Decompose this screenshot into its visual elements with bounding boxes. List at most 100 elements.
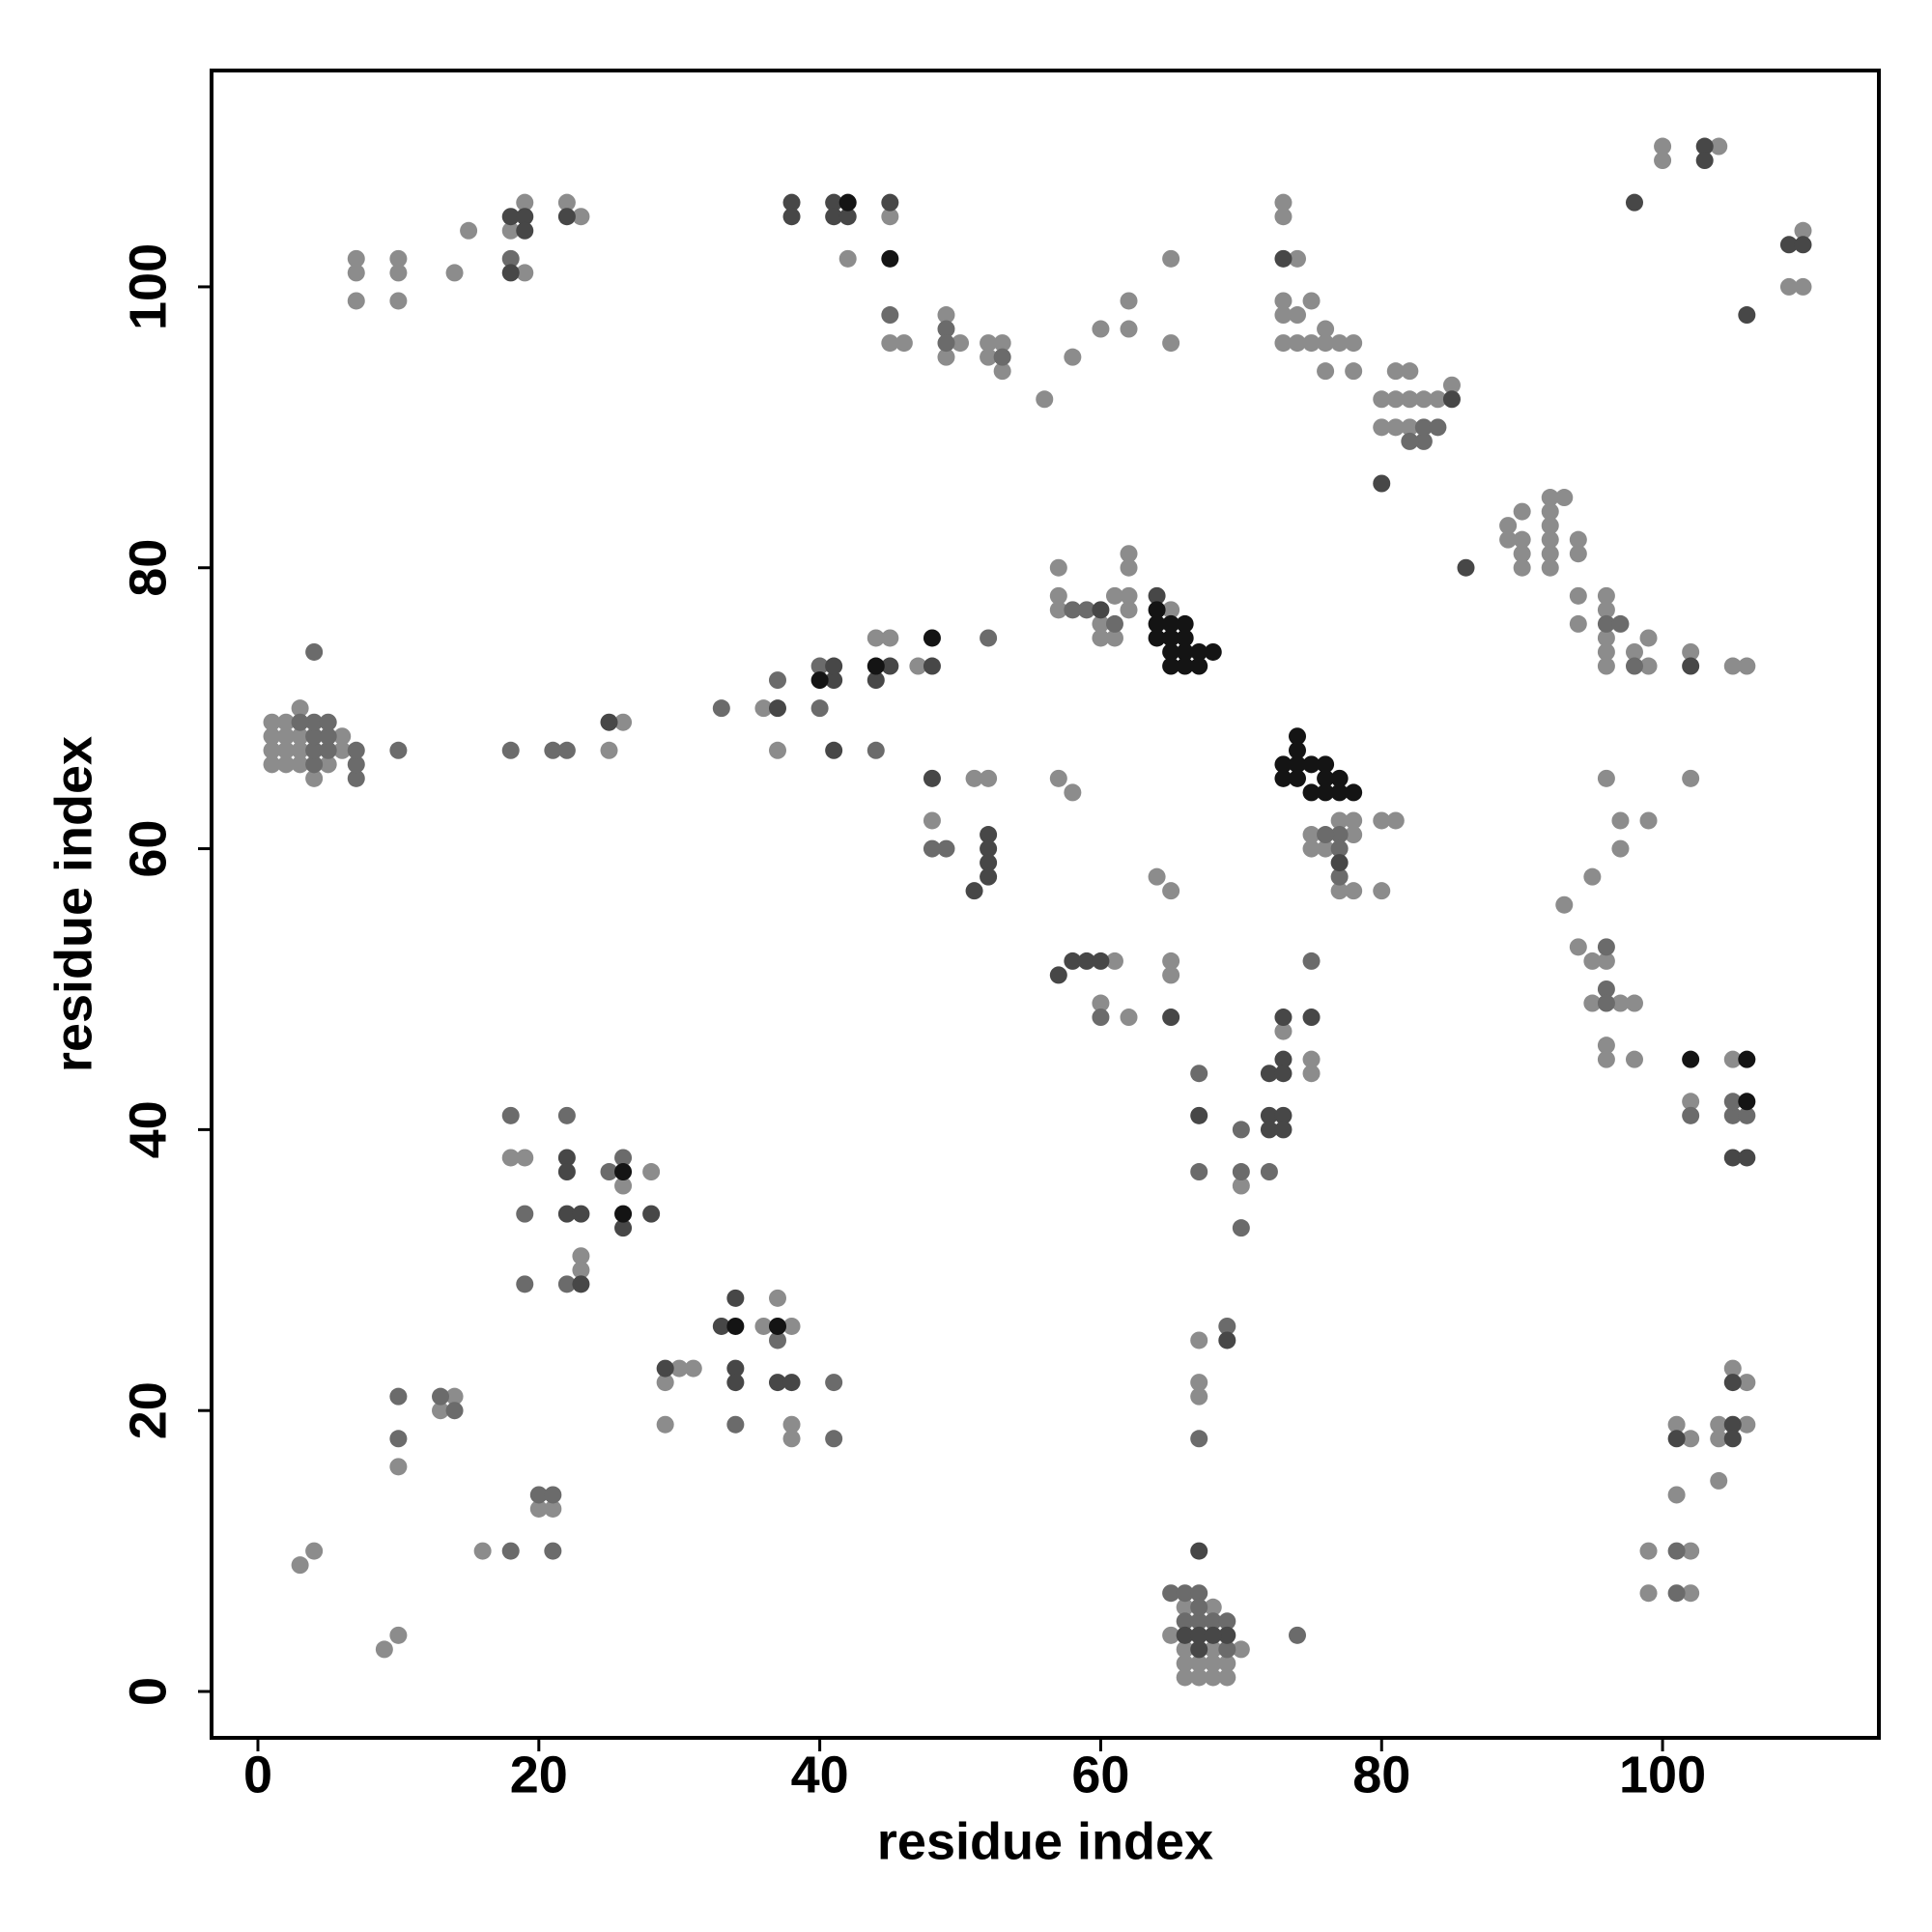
point bbox=[1373, 390, 1391, 409]
point bbox=[1176, 1640, 1194, 1659]
point bbox=[881, 208, 899, 226]
point bbox=[881, 334, 899, 353]
point bbox=[305, 727, 324, 746]
point bbox=[460, 221, 478, 240]
point bbox=[1176, 642, 1194, 661]
point bbox=[1260, 1106, 1278, 1124]
point bbox=[1345, 826, 1363, 844]
x-tick-label: 0 bbox=[243, 1746, 272, 1804]
point bbox=[825, 741, 843, 759]
point bbox=[1064, 348, 1082, 366]
point bbox=[1064, 952, 1082, 970]
point bbox=[305, 769, 324, 787]
point bbox=[516, 1205, 534, 1223]
point bbox=[1274, 769, 1293, 787]
point bbox=[501, 1149, 520, 1167]
y-tick-label: 40 bbox=[119, 1100, 177, 1158]
point bbox=[557, 1163, 576, 1181]
point bbox=[1317, 755, 1335, 774]
point bbox=[1779, 277, 1798, 296]
point bbox=[1667, 1486, 1686, 1504]
point bbox=[1597, 614, 1615, 633]
point bbox=[1386, 390, 1405, 409]
point bbox=[1317, 783, 1335, 802]
point bbox=[712, 1317, 730, 1335]
point bbox=[937, 306, 955, 325]
point bbox=[726, 1359, 745, 1378]
point bbox=[347, 769, 365, 787]
y-axis-title: residue index bbox=[44, 736, 102, 1072]
point bbox=[1682, 1430, 1700, 1448]
point bbox=[1176, 1668, 1194, 1687]
point bbox=[1120, 558, 1138, 577]
point bbox=[670, 1359, 689, 1378]
point bbox=[1611, 614, 1630, 633]
point bbox=[1302, 334, 1321, 353]
point bbox=[1274, 1009, 1293, 1027]
point bbox=[1260, 1163, 1278, 1181]
point bbox=[1049, 769, 1067, 787]
point bbox=[1105, 952, 1123, 970]
point bbox=[1723, 1050, 1742, 1068]
point bbox=[1120, 601, 1138, 619]
point bbox=[1667, 1430, 1686, 1448]
point bbox=[1317, 839, 1335, 858]
point bbox=[881, 629, 899, 647]
y-tick-label: 100 bbox=[119, 243, 177, 330]
point bbox=[965, 769, 983, 787]
point bbox=[768, 1331, 786, 1350]
point bbox=[1682, 769, 1700, 787]
point bbox=[389, 264, 408, 282]
point bbox=[501, 221, 520, 240]
point bbox=[867, 629, 885, 647]
point bbox=[1162, 882, 1180, 900]
point bbox=[1625, 657, 1643, 675]
point bbox=[1049, 558, 1067, 577]
point bbox=[1667, 1542, 1686, 1560]
point bbox=[305, 1542, 324, 1560]
point bbox=[1597, 657, 1615, 675]
point bbox=[1274, 306, 1293, 325]
point bbox=[1218, 1668, 1236, 1687]
point bbox=[516, 1149, 534, 1167]
point bbox=[1148, 601, 1166, 619]
point bbox=[1274, 755, 1293, 774]
point bbox=[726, 1289, 745, 1307]
point bbox=[1176, 1654, 1194, 1672]
point bbox=[1330, 882, 1349, 900]
point bbox=[923, 769, 941, 787]
point bbox=[1738, 306, 1756, 325]
point bbox=[1148, 586, 1166, 605]
point bbox=[347, 741, 365, 759]
plot-frame bbox=[210, 69, 1881, 1740]
point bbox=[1625, 193, 1643, 212]
point bbox=[1569, 938, 1587, 956]
point bbox=[1414, 390, 1433, 409]
point bbox=[1611, 811, 1630, 830]
point bbox=[965, 882, 983, 900]
point bbox=[389, 741, 408, 759]
point bbox=[1218, 1654, 1236, 1672]
point bbox=[1583, 952, 1602, 970]
point bbox=[1723, 1106, 1742, 1124]
point bbox=[1513, 530, 1531, 549]
point bbox=[1148, 629, 1166, 647]
point bbox=[1386, 418, 1405, 437]
point bbox=[825, 671, 843, 690]
point bbox=[1289, 769, 1307, 787]
point bbox=[782, 1415, 801, 1434]
point bbox=[1218, 1626, 1236, 1644]
point bbox=[1330, 839, 1349, 858]
point bbox=[1176, 1612, 1194, 1631]
point bbox=[838, 208, 857, 226]
point bbox=[1120, 292, 1138, 310]
point bbox=[1274, 1106, 1293, 1124]
point bbox=[347, 292, 365, 310]
point bbox=[825, 208, 843, 226]
point bbox=[1541, 558, 1559, 577]
point bbox=[1625, 1050, 1643, 1068]
point bbox=[937, 348, 955, 366]
point bbox=[572, 1205, 590, 1223]
point bbox=[1289, 249, 1307, 268]
point bbox=[1190, 1654, 1208, 1672]
